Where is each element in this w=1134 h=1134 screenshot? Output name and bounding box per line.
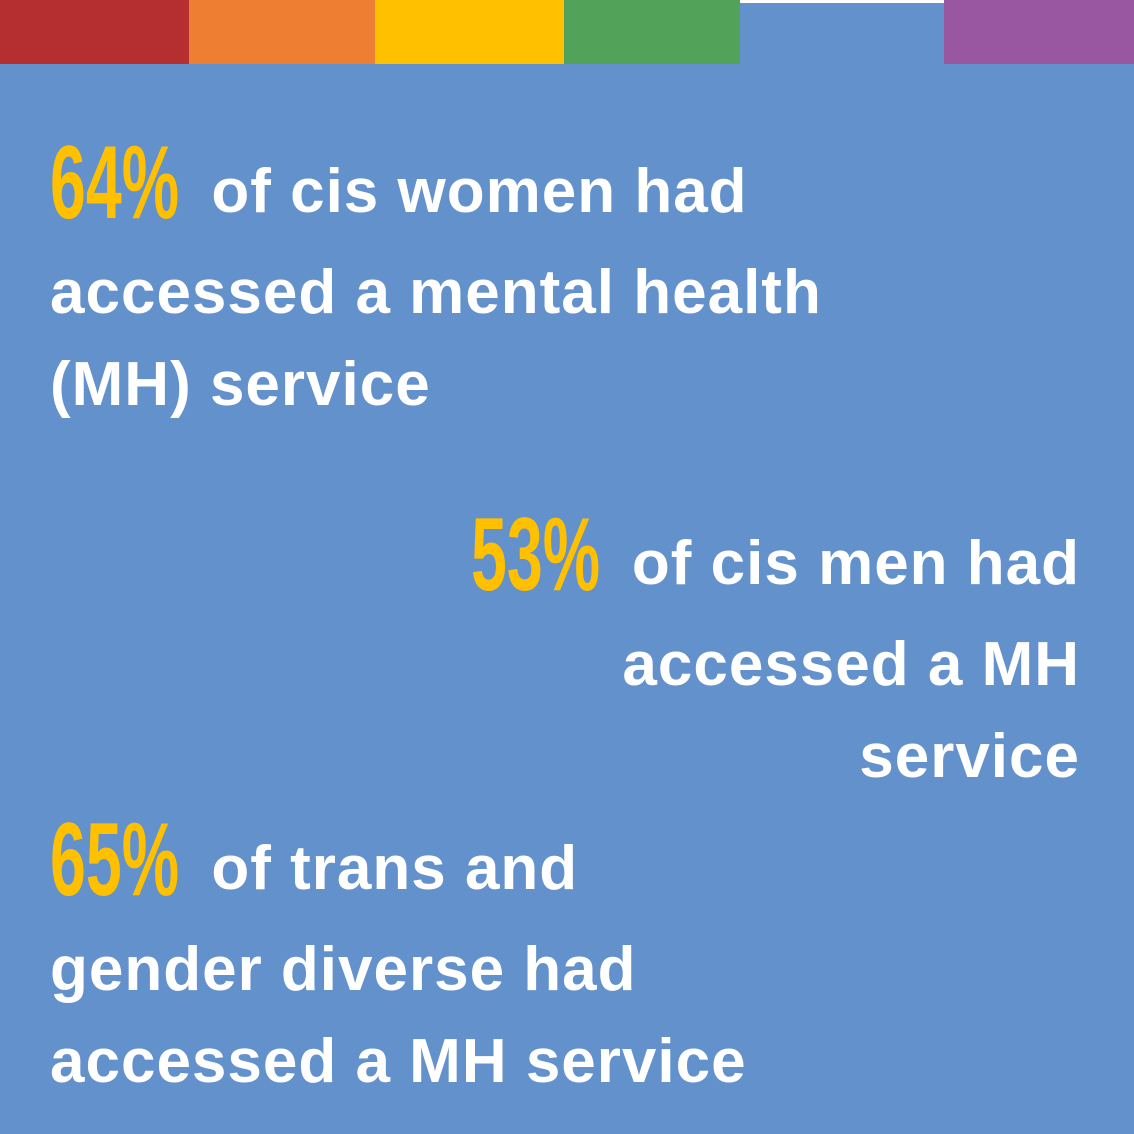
stat-line: 64% of cis women had bbox=[50, 128, 822, 247]
stat-line: accessed a mental health bbox=[50, 247, 822, 339]
color-stripe bbox=[189, 0, 375, 64]
stat-block: 53% of cis men had accessed a MH service bbox=[471, 500, 1080, 803]
stat-text: of cis women had bbox=[211, 157, 748, 226]
stat-text: (MH) service bbox=[50, 350, 431, 419]
stat-line: accessed a MH service bbox=[50, 1016, 747, 1108]
stat-text: accessed a MH bbox=[622, 630, 1080, 699]
stat-block: 65% of trans and gender diverse had access… bbox=[50, 805, 747, 1108]
color-stripe bbox=[564, 0, 740, 64]
color-stripe bbox=[375, 0, 564, 64]
stat-text: service bbox=[859, 722, 1080, 791]
stat-text: accessed a MH service bbox=[50, 1027, 747, 1096]
stat-line: (MH) service bbox=[50, 339, 822, 431]
stat-line: 65% of trans and bbox=[50, 805, 747, 924]
stat-percent: 64% bbox=[50, 125, 180, 241]
stat-line: service bbox=[471, 711, 1080, 803]
color-stripe bbox=[0, 0, 189, 64]
stat-text: of cis men had bbox=[631, 529, 1080, 598]
stat-text: gender diverse had bbox=[50, 935, 637, 1004]
color-stripe bbox=[944, 0, 1134, 64]
color-stripe bbox=[740, 0, 944, 64]
stat-line: accessed a MH bbox=[471, 619, 1080, 711]
stat-line: gender diverse had bbox=[50, 924, 747, 1016]
stat-text: of trans and bbox=[211, 834, 579, 903]
stat-text: accessed a mental health bbox=[50, 258, 822, 327]
stat-percent: 53% bbox=[470, 497, 600, 613]
stat-percent: 65% bbox=[50, 802, 180, 918]
stat-block: 64% of cis women had accessed a mental he… bbox=[50, 128, 822, 431]
stat-line: 53% of cis men had bbox=[471, 500, 1080, 619]
